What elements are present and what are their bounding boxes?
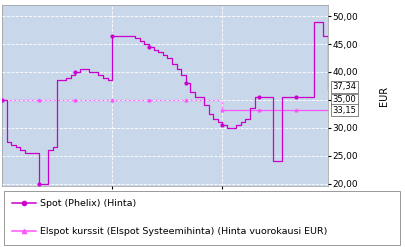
Text: Elspot kurssit (Elspot Systeemihinta) (Hinta vuorokausi EUR): Elspot kurssit (Elspot Systeemihinta) (H… bbox=[40, 227, 328, 236]
Text: 33,15: 33,15 bbox=[333, 106, 356, 115]
Text: 37,34: 37,34 bbox=[333, 82, 357, 91]
Text: Spot (Phelix) (Hinta): Spot (Phelix) (Hinta) bbox=[40, 199, 136, 208]
FancyBboxPatch shape bbox=[4, 191, 400, 245]
Text: EUR: EUR bbox=[379, 86, 389, 106]
Text: 35,00: 35,00 bbox=[333, 95, 356, 104]
